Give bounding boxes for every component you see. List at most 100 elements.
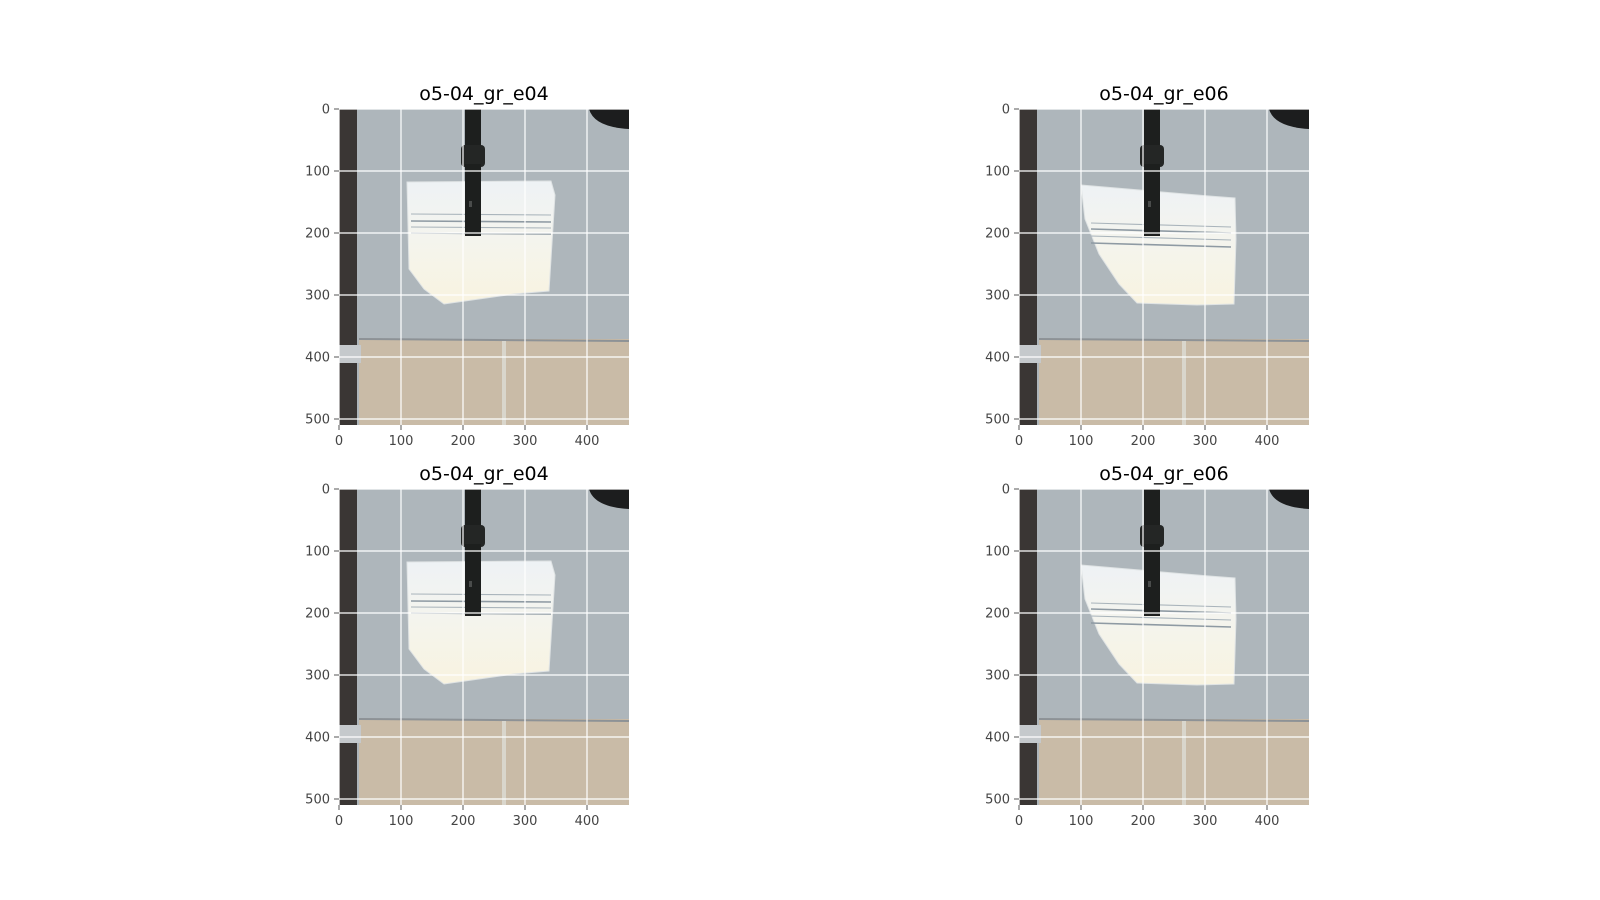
- left-bracket: [339, 725, 361, 743]
- y-tick-label: 0: [1002, 483, 1010, 498]
- y-tick-label: 0: [322, 103, 330, 118]
- x-tick-label: 200: [1131, 434, 1156, 449]
- floor-area: [1039, 719, 1309, 805]
- towel-stripe: [1090, 222, 1232, 228]
- robot-towel-photo: [339, 109, 630, 425]
- x-tick-label: 100: [389, 434, 414, 449]
- floor-seam: [1182, 721, 1186, 805]
- towel: [406, 180, 556, 305]
- panel-top-right: o5-04_gr_e06 0 100 200 300 400 0 100 200 300 400 5…: [985, 83, 1310, 449]
- y-tick-label: 200: [305, 607, 330, 622]
- panel-bottom-left: o5-04_gr_e04 0 100 200 300 400 0 100 200 300 400 5…: [305, 463, 630, 829]
- gripper-detail: [469, 201, 472, 207]
- left-dark-strip: [1019, 109, 1037, 425]
- towel-stripe: [1090, 602, 1232, 608]
- gripper-wrist: [1140, 525, 1164, 547]
- y-tick-label: 200: [305, 227, 330, 242]
- y-tick-label: 200: [985, 607, 1010, 622]
- gripper-arm: [465, 489, 481, 529]
- y-tick-label: 500: [985, 793, 1010, 808]
- x-tick-label: 0: [1015, 434, 1023, 449]
- x-tick-label: 300: [1193, 434, 1218, 449]
- robot-towel-photo: [339, 489, 630, 805]
- y-tick-label: 300: [985, 289, 1010, 304]
- y-tick-label: 500: [305, 793, 330, 808]
- x-tick-label: 200: [1131, 814, 1156, 829]
- table-edge: [358, 718, 630, 722]
- x-tick-label: 400: [1255, 434, 1280, 449]
- towel: [406, 560, 556, 685]
- y-tick-label: 300: [305, 289, 330, 304]
- x-tick-label: 0: [335, 814, 343, 829]
- y-tick-label: 100: [305, 165, 330, 180]
- x-tick-label: 200: [451, 434, 476, 449]
- gripper-finger: [465, 164, 481, 236]
- corner-object: [589, 109, 629, 129]
- table-edge: [358, 338, 630, 342]
- gripper-finger: [465, 544, 481, 616]
- left-bracket: [1019, 345, 1041, 363]
- floor-area: [1039, 339, 1309, 425]
- x-tick-label: 100: [389, 814, 414, 829]
- floor-seam: [502, 341, 506, 425]
- y-tick-label: 100: [985, 165, 1010, 180]
- y-tick-label: 400: [305, 351, 330, 366]
- x-tick-label: 0: [1015, 814, 1023, 829]
- panel-title: o5-04_gr_e06: [1099, 463, 1228, 485]
- floor-seam: [1182, 341, 1186, 425]
- robot-towel-photo: [1019, 489, 1310, 805]
- gripper-wrist: [461, 525, 485, 547]
- x-tick-label: 100: [1069, 434, 1094, 449]
- left-dark-strip: [1019, 489, 1037, 805]
- y-tick-label: 200: [985, 227, 1010, 242]
- y-tick-label: 0: [1002, 103, 1010, 118]
- table-edge: [1038, 718, 1310, 722]
- corner-object: [589, 489, 629, 509]
- x-tick-label: 0: [335, 434, 343, 449]
- x-tick-label: 300: [513, 434, 538, 449]
- x-tick-label: 100: [1069, 814, 1094, 829]
- gripper-detail: [1148, 201, 1151, 207]
- gripper-wrist: [1140, 145, 1164, 167]
- x-tick-label: 400: [575, 814, 600, 829]
- x-tick-label: 400: [575, 434, 600, 449]
- corner-object: [1269, 489, 1309, 509]
- floor-area: [359, 719, 629, 805]
- towel-stripe: [1090, 622, 1232, 628]
- y-tick-label: 400: [985, 731, 1010, 746]
- panel-title: o5-04_gr_e04: [419, 463, 548, 485]
- y-tick-label: 500: [985, 413, 1010, 428]
- axes: 0 100 200 300 400 0 100 200 300 400 500: [985, 103, 1309, 449]
- panel-title: o5-04_gr_e06: [1099, 83, 1228, 105]
- towel-stripe: [1090, 608, 1232, 614]
- gripper-wrist: [461, 145, 485, 167]
- x-tick-label: 200: [451, 814, 476, 829]
- y-tick-label: 0: [322, 483, 330, 498]
- gripper-arm: [1144, 109, 1160, 149]
- towel-stripe: [1090, 235, 1232, 241]
- towel-stripe: [1090, 242, 1232, 248]
- y-tick-label: 400: [985, 351, 1010, 366]
- x-tick-label: 400: [1255, 814, 1280, 829]
- left-dark-strip: [339, 489, 357, 805]
- x-tick-label: 300: [513, 814, 538, 829]
- floor-area: [359, 339, 629, 425]
- corner-object: [1269, 109, 1309, 129]
- gripper-finger: [1144, 164, 1160, 236]
- floor-seam: [502, 721, 506, 805]
- gripper-detail: [469, 581, 472, 587]
- y-tick-label: 100: [985, 545, 1010, 560]
- gripper-arm: [465, 109, 481, 149]
- y-tick-label: 500: [305, 413, 330, 428]
- towel-stripe: [1090, 228, 1232, 234]
- y-tick-label: 400: [305, 731, 330, 746]
- panel-bottom-right: o5-04_gr_e06 0 100 200 300 400 0 100 200 300 400 5…: [985, 463, 1310, 829]
- y-tick-label: 300: [305, 669, 330, 684]
- panel-title: o5-04_gr_e04: [419, 83, 548, 105]
- y-tick-label: 100: [305, 545, 330, 560]
- gripper-detail: [1148, 581, 1151, 587]
- left-dark-strip: [339, 109, 357, 425]
- y-tick-label: 300: [985, 669, 1010, 684]
- panel-top-left: o5-04_gr_e04 0 100 200 300 400 0 100 200 300 400 5…: [305, 83, 630, 449]
